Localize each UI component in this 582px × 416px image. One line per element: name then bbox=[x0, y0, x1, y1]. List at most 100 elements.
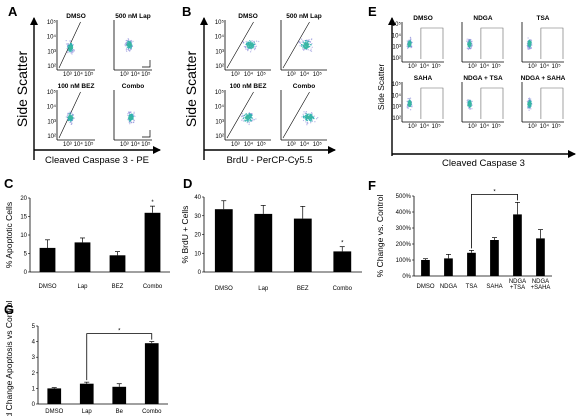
event-dot bbox=[67, 46, 69, 48]
flow-y-tick: 10² bbox=[215, 134, 224, 140]
event-dot bbox=[309, 49, 312, 52]
density-blob bbox=[407, 43, 411, 47]
event-dot bbox=[68, 50, 71, 52]
flow-x-tick: 10⁵ bbox=[257, 141, 267, 148]
event-dot bbox=[471, 104, 473, 106]
y-tick-label: 2 bbox=[32, 371, 36, 377]
flow-x-tick: 10³ bbox=[231, 142, 240, 148]
gate-line bbox=[58, 91, 81, 139]
density-blob bbox=[528, 43, 532, 47]
event-dot bbox=[302, 115, 305, 117]
event-dot bbox=[302, 41, 305, 43]
bar bbox=[333, 251, 352, 272]
event-dot bbox=[67, 114, 69, 116]
event-dot bbox=[71, 49, 73, 52]
event-dot bbox=[245, 40, 247, 43]
flow-x-tick: 10⁴ bbox=[244, 71, 254, 78]
flow-x-tick: 10⁴ bbox=[74, 71, 84, 78]
event-dot bbox=[313, 115, 315, 117]
gate-box bbox=[540, 27, 564, 59]
flow-y-tick: 10³ bbox=[47, 119, 56, 125]
flow-x-tick: 10⁵ bbox=[492, 123, 502, 130]
event-dot bbox=[132, 40, 134, 43]
y-axis-label: Fold Change Apoptosis vs Control bbox=[4, 301, 14, 416]
event-dot bbox=[310, 44, 312, 46]
density-blob bbox=[68, 115, 71, 119]
y-tick-label: 40 bbox=[194, 195, 201, 201]
chart-c: 0 5 10 15 20 % Apoptotic Cells DMSO Lap BEZ Combo… bbox=[4, 196, 170, 290]
panel-label-a: A bbox=[8, 4, 18, 19]
event-dot bbox=[248, 122, 250, 124]
event-dot bbox=[471, 40, 473, 42]
flow-subplot-title: NDGA bbox=[473, 15, 492, 22]
bar bbox=[39, 247, 56, 272]
event-dot bbox=[305, 119, 307, 121]
y-tick-label: 5 bbox=[24, 252, 28, 258]
chart-d: 0 10 20 30 40 % BrdU + Cells DMSO Lap BEZ Combo * bbox=[180, 195, 362, 292]
event-dot bbox=[126, 50, 128, 52]
event-dot bbox=[406, 105, 408, 108]
event-dot bbox=[127, 118, 129, 121]
event-dot bbox=[305, 121, 307, 123]
event-dot bbox=[530, 101, 532, 103]
event-dot bbox=[250, 114, 252, 117]
x-axis-title: Cleaved Caspase 3 - PE bbox=[45, 155, 149, 166]
category-label: Combo bbox=[143, 284, 163, 290]
event-dot bbox=[302, 45, 305, 47]
category-label: Lap bbox=[77, 284, 88, 290]
density-blob bbox=[246, 44, 250, 48]
event-dot bbox=[306, 121, 309, 124]
flow-subplot-title: Combo bbox=[293, 83, 315, 90]
event-dot bbox=[129, 121, 132, 123]
event-dot bbox=[65, 116, 67, 118]
event-dot bbox=[246, 48, 248, 50]
event-dot bbox=[124, 44, 126, 46]
flow-x-tick: 10⁵ bbox=[552, 63, 562, 70]
bar bbox=[47, 388, 62, 404]
bar bbox=[490, 240, 499, 276]
event-dot bbox=[303, 111, 305, 113]
event-dot bbox=[71, 112, 73, 114]
event-dot bbox=[305, 111, 307, 113]
event-dot bbox=[248, 47, 250, 49]
event-dot bbox=[301, 116, 303, 118]
event-dot bbox=[311, 113, 313, 116]
flow-subplot-title: 100 nM BEZ bbox=[230, 83, 267, 90]
event-dot bbox=[65, 43, 68, 45]
y-axis-title: Side Scatter bbox=[183, 51, 199, 128]
event-dot bbox=[306, 124, 308, 126]
event-dot bbox=[317, 116, 319, 119]
event-dot bbox=[127, 38, 129, 40]
flow-x-tick: 10⁵ bbox=[257, 71, 267, 78]
category-label: BEZ bbox=[112, 284, 124, 290]
density-blob bbox=[528, 102, 532, 106]
gate-box bbox=[480, 87, 504, 119]
event-dot bbox=[126, 46, 128, 49]
flow-x-tick: 10⁴ bbox=[131, 141, 141, 148]
event-dot bbox=[527, 37, 529, 39]
event-dot bbox=[247, 48, 249, 50]
flow-subplot-title: 500 nM Lap bbox=[115, 13, 150, 20]
event-dot bbox=[468, 107, 470, 109]
event-dot bbox=[249, 51, 252, 53]
event-dot bbox=[531, 103, 533, 105]
event-dot bbox=[305, 40, 307, 42]
bar bbox=[421, 260, 430, 276]
panel-label-e: E bbox=[368, 4, 377, 19]
flow-y-tick: 10⁵ bbox=[215, 19, 225, 26]
event-dot bbox=[303, 48, 305, 51]
bar bbox=[513, 214, 522, 276]
event-dot bbox=[242, 120, 245, 122]
flow-y-tick: 10⁵ bbox=[392, 21, 402, 28]
event-dot bbox=[530, 108, 532, 110]
gate-box bbox=[420, 87, 444, 119]
gate-corner bbox=[142, 60, 151, 68]
event-dot bbox=[247, 119, 250, 121]
event-dot bbox=[529, 107, 531, 109]
event-dot bbox=[528, 48, 530, 51]
event-dot bbox=[253, 41, 255, 44]
